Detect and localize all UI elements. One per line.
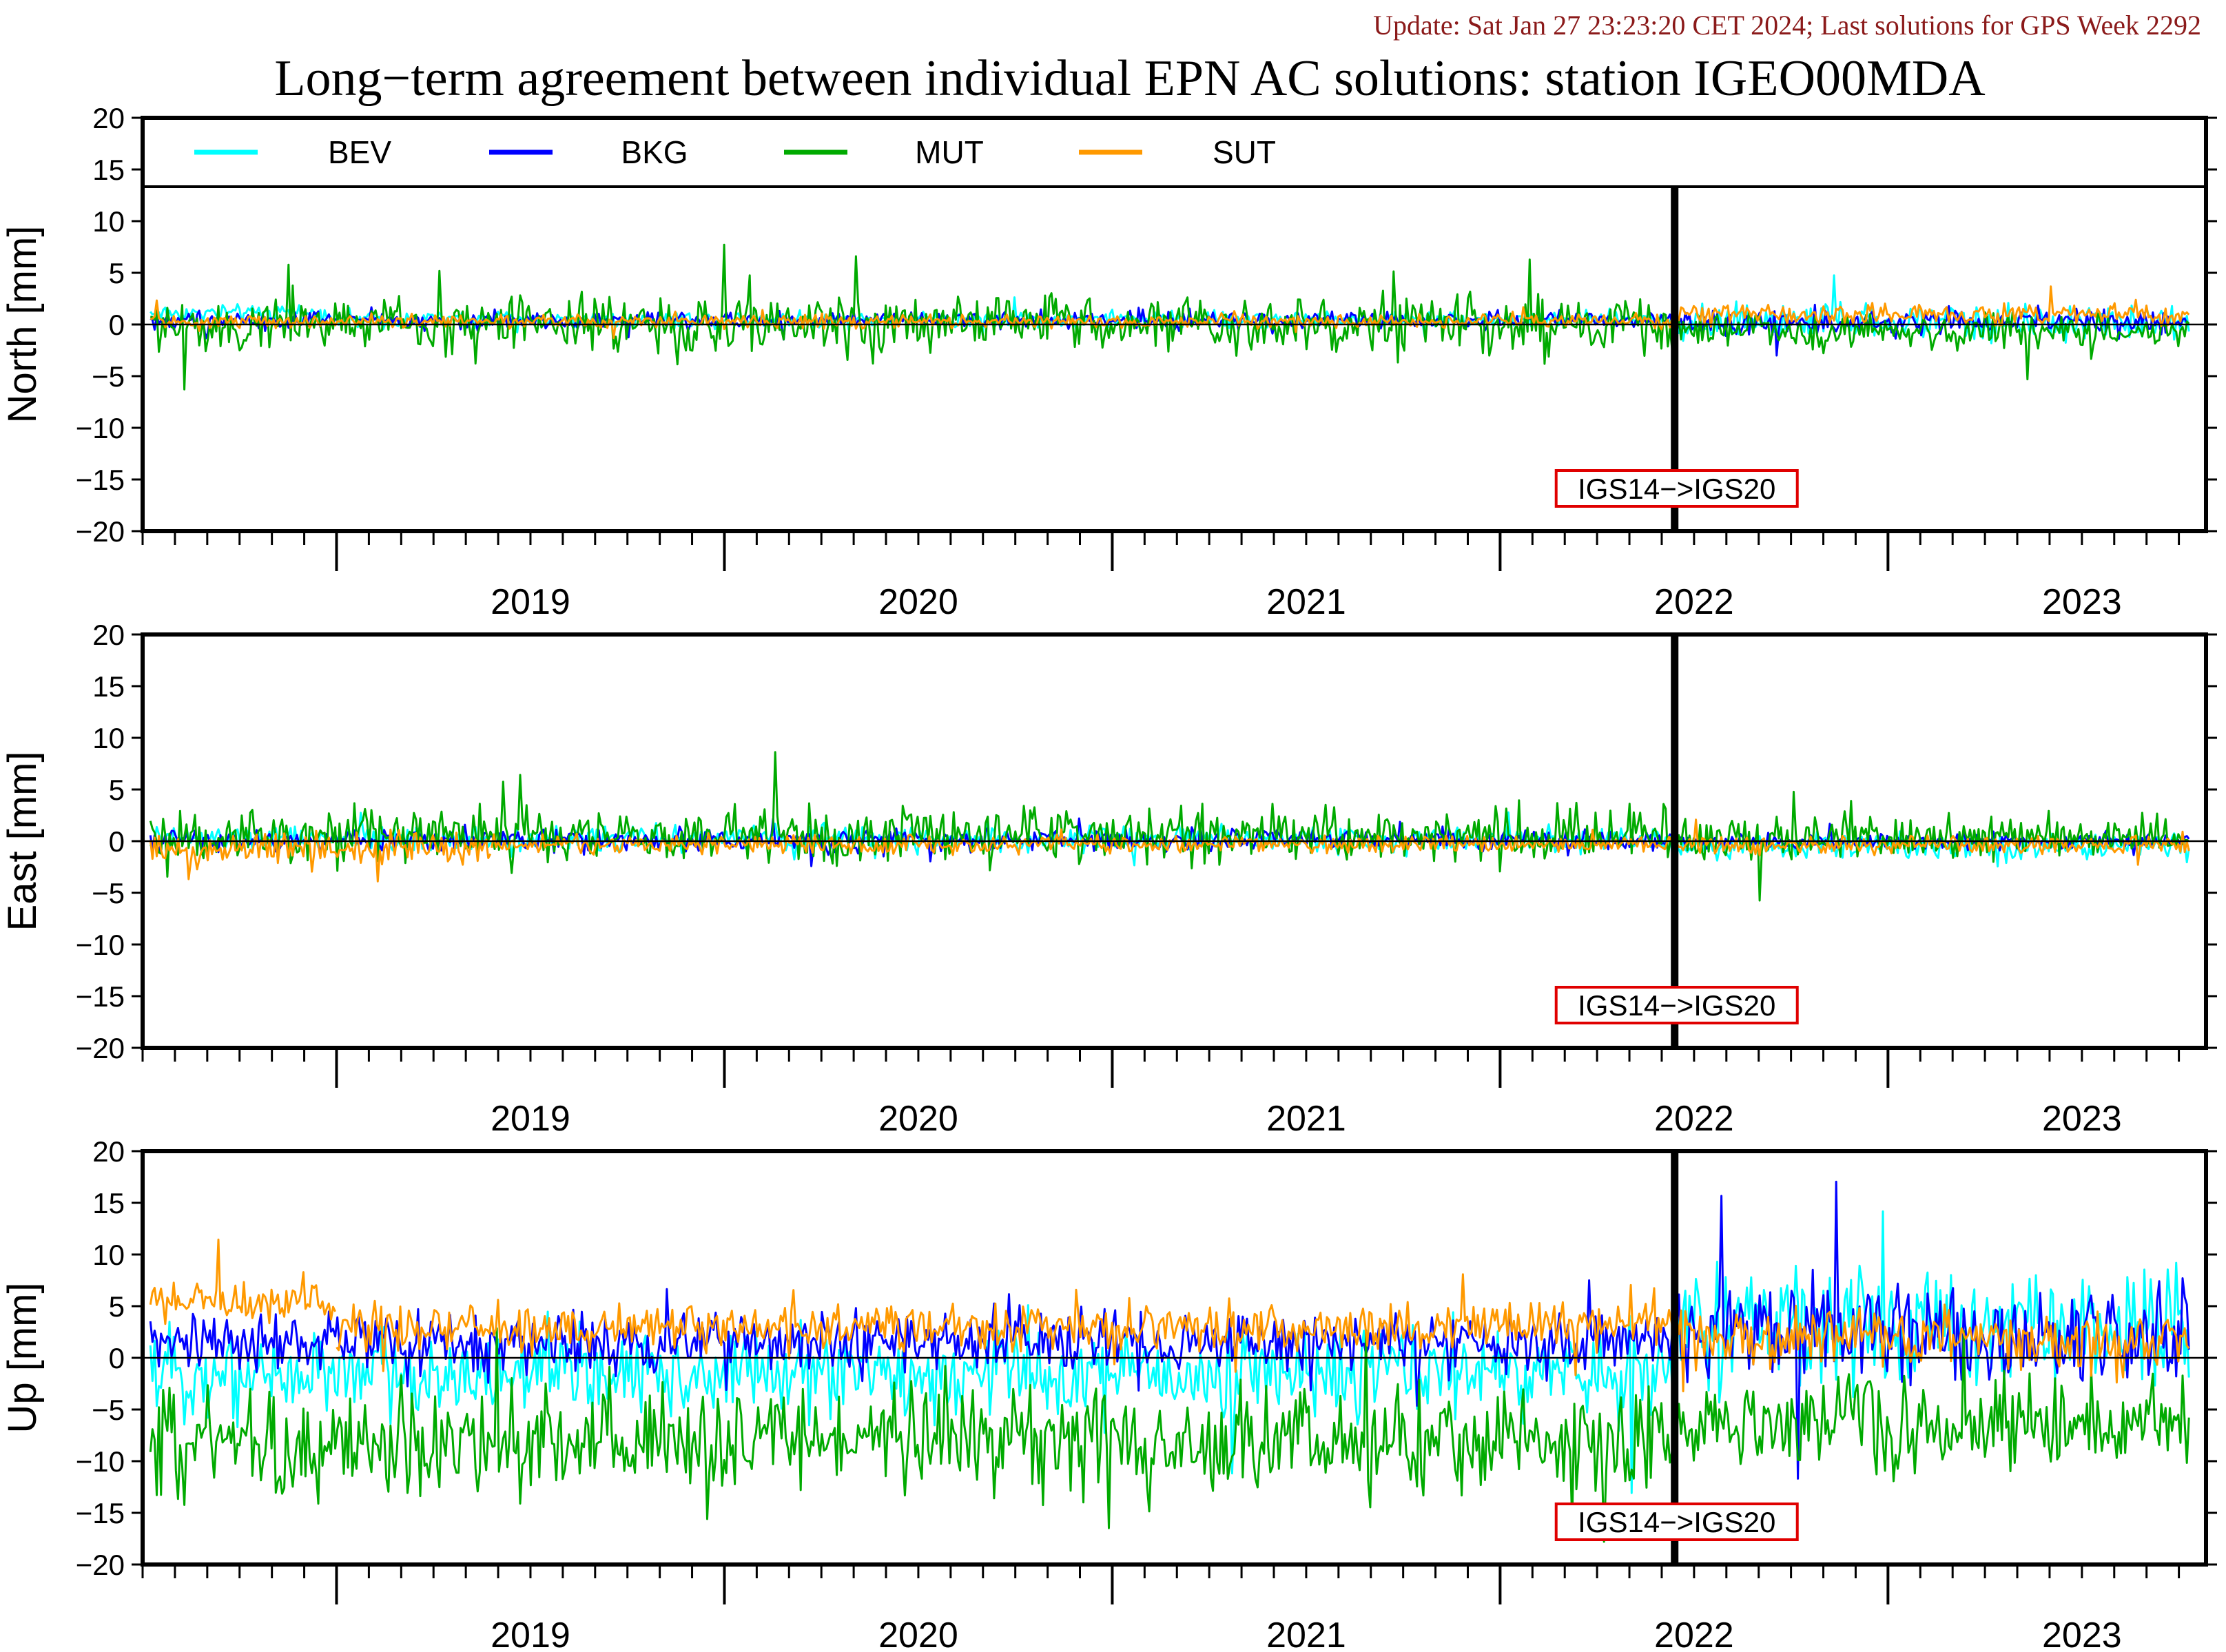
update-line: Update: Sat Jan 27 23:23:20 CET 2024; La…	[1373, 10, 2201, 41]
x-tick-label: 2019	[491, 1099, 570, 1139]
legend-label-mut: MUT	[915, 134, 984, 170]
series-line-mut	[149, 751, 2190, 902]
x-tick-label: 2023	[2042, 1615, 2122, 1652]
x-tick-label: 2021	[1266, 1615, 1346, 1652]
x-tick-label: 2020	[878, 1099, 958, 1139]
series-line-sut	[149, 1238, 2190, 1392]
series-line-mut	[149, 1327, 2190, 1543]
frame-change-label: IGS14−>IGS20	[1578, 473, 1775, 505]
y-axis-label: East [mm]	[0, 751, 45, 931]
x-tick-label: 2023	[2042, 582, 2122, 622]
y-tick-label: 0	[109, 1342, 125, 1374]
x-tick-label: 2022	[1654, 1099, 1734, 1139]
x-tick-label: 2021	[1266, 1099, 1346, 1139]
series-line-sut	[149, 818, 2190, 882]
y-axis-label: Up [mm]	[0, 1282, 45, 1433]
panel-2: IGS14−>IGS20 20 15 10 5 0 −5 −10 −15 −20 East [mm]…	[0, 619, 2217, 1139]
chart-title: Long−term agreement between individual E…	[274, 50, 1985, 107]
x-tick-label: 2020	[878, 582, 958, 622]
series-line-sut	[150, 285, 2190, 340]
y-tick-label: −5	[92, 360, 125, 393]
y-tick-label: −15	[76, 464, 125, 496]
y-axis-label: North [mm]	[0, 226, 45, 424]
panel-3: IGS14−>IGS20 20 15 10 5 0 −5 −10 −15 −20 Up [mm] 20…	[0, 1135, 2217, 1652]
y-tick-label: 5	[109, 1290, 125, 1323]
y-tick-label: −5	[92, 1394, 125, 1426]
x-tick-label: 2021	[1266, 582, 1346, 622]
y-tick-label: 10	[92, 722, 125, 754]
y-tick-label: 15	[92, 670, 125, 703]
x-tick-label: 2020	[878, 1615, 958, 1652]
frame-change-label: IGS14−>IGS20	[1578, 989, 1775, 1022]
chart-panels: IGS14−>IGS20 BEV BKG MUT SUT 20 15 10 5 0 −5 −10 −15…	[0, 102, 2217, 1652]
series-line-mut	[150, 243, 2190, 391]
y-tick-label: −5	[92, 877, 125, 909]
y-tick-label: 15	[92, 1187, 125, 1219]
x-tick-label: 2019	[491, 582, 570, 622]
y-tick-label: 20	[92, 619, 125, 651]
legend-background	[143, 118, 2206, 187]
y-tick-label: −20	[76, 1549, 125, 1581]
legend-label-sut: SUT	[1213, 134, 1276, 170]
x-tick-label: 2023	[2042, 1099, 2122, 1139]
y-tick-label: −10	[76, 929, 125, 961]
y-tick-label: 5	[109, 257, 125, 289]
frame-change-label: IGS14−>IGS20	[1578, 1506, 1775, 1538]
y-tick-label: −20	[76, 515, 125, 548]
y-tick-label: 5	[109, 774, 125, 806]
x-tick-label: 2022	[1654, 582, 1734, 622]
y-tick-label: −15	[76, 1497, 125, 1529]
y-tick-label: 0	[109, 825, 125, 858]
y-tick-label: −15	[76, 980, 125, 1013]
y-tick-label: −10	[76, 1445, 125, 1478]
y-tick-label: 10	[92, 1239, 125, 1271]
y-tick-label: −20	[76, 1032, 125, 1064]
legend-label-bkg: BKG	[621, 134, 688, 170]
x-tick-label: 2019	[491, 1615, 570, 1652]
y-tick-label: 10	[92, 205, 125, 238]
panel-1: IGS14−>IGS20 BEV BKG MUT SUT 20 15 10 5 0 −5 −10 −15…	[0, 102, 2217, 622]
x-tick-label: 2022	[1654, 1615, 1734, 1652]
frame-change-box	[1554, 1503, 1799, 1541]
frame-change-box	[1554, 469, 1799, 508]
legend-label-bev: BEV	[328, 134, 391, 170]
y-tick-label: 15	[92, 154, 125, 186]
y-tick-label: 20	[92, 102, 125, 134]
y-tick-label: 0	[109, 309, 125, 341]
frame-change-box	[1554, 986, 1799, 1024]
y-tick-label: −10	[76, 412, 125, 444]
y-tick-label: 20	[92, 1135, 125, 1168]
